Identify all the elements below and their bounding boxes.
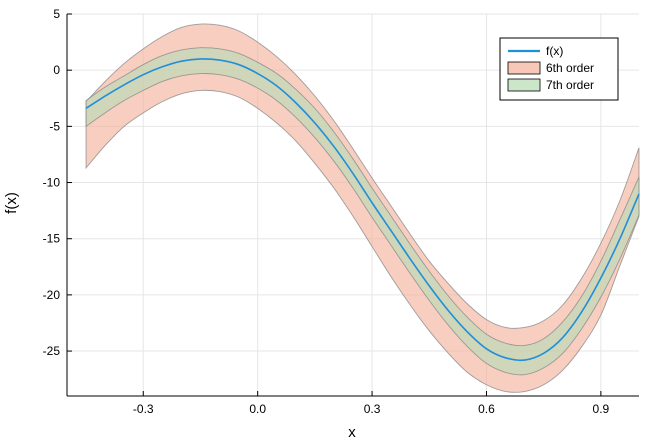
y-tick-label: -15 xyxy=(43,232,61,246)
y-tick-label: -5 xyxy=(49,119,60,133)
y-tick-label: 0 xyxy=(53,63,60,77)
x-tick-label: 0.3 xyxy=(364,402,381,416)
y-tick-label: -25 xyxy=(43,344,61,358)
legend-label: 7th order xyxy=(546,78,594,92)
x-tick-label: 0.9 xyxy=(593,402,610,416)
legend-swatch-band xyxy=(507,78,541,92)
y-tick-label: -20 xyxy=(43,288,61,302)
legend-swatch-band xyxy=(507,61,541,75)
y-tick-label: -10 xyxy=(43,176,61,190)
tick-labels: -0.3 0.0 0.3 0.6 0.9 5 0 -5 -10 -15 -20 -25 xyxy=(43,7,610,416)
legend-label: 6th order xyxy=(546,61,594,75)
x-tick-label: 0.6 xyxy=(478,402,495,416)
x-tick-label: -0.3 xyxy=(133,402,154,416)
band-7th-order xyxy=(85,47,640,376)
legend-label: f(x) xyxy=(546,44,563,58)
y-tick-label: 5 xyxy=(53,7,60,21)
axes xyxy=(66,13,639,397)
y-axis-title: f(x) xyxy=(3,192,20,214)
series-line-fx xyxy=(85,58,640,362)
x-tick-label: 0.0 xyxy=(249,402,266,416)
x-axis-title: x xyxy=(348,424,356,438)
function-line-layer xyxy=(85,58,640,362)
confidence-bands xyxy=(85,23,640,393)
legend: f(x) 6th order 7th order xyxy=(499,37,619,101)
